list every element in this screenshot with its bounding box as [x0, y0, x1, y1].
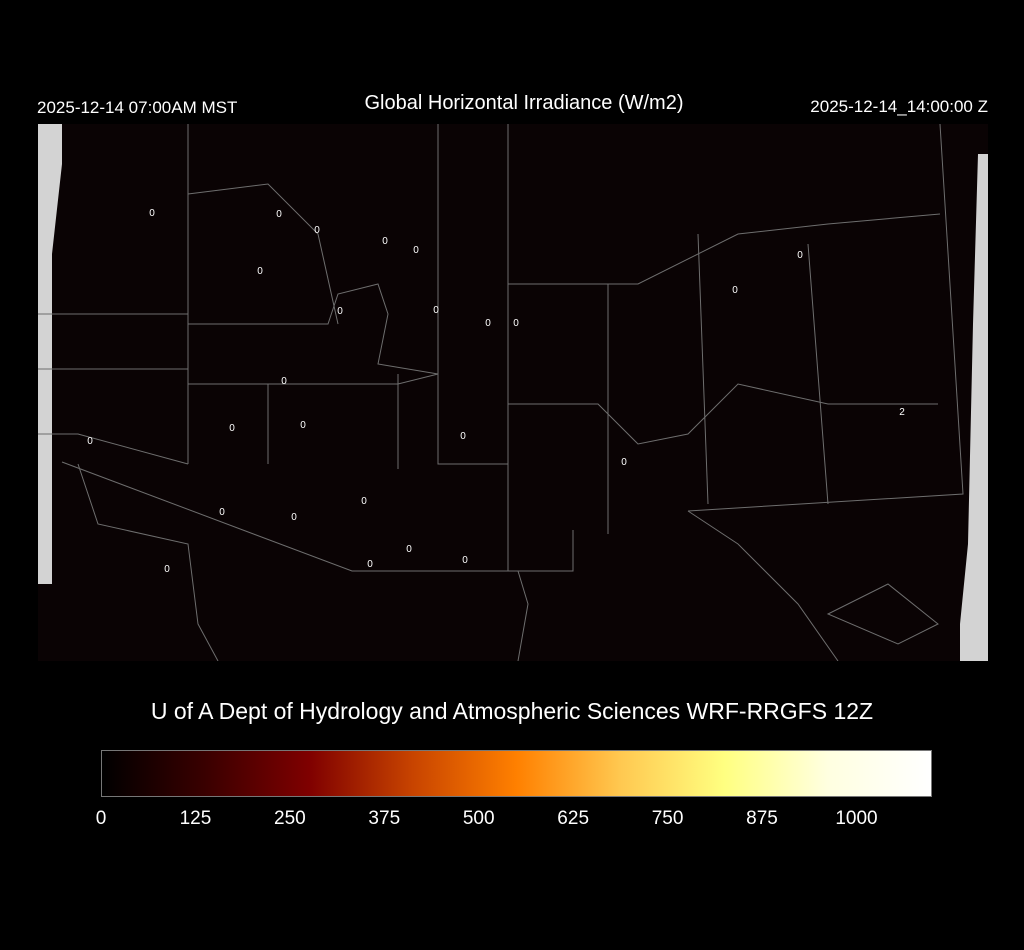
colorbar-tick: 250 [274, 808, 306, 829]
county-line [508, 213, 941, 285]
station-value: 0 [291, 512, 297, 523]
colorbar-tick: 375 [368, 808, 401, 829]
colorbar-tick: 500 [462, 808, 495, 829]
state-border [38, 433, 189, 465]
state-border [687, 124, 964, 512]
colorbar-tick: 750 [651, 808, 684, 829]
station-value: 0 [314, 225, 320, 236]
station-value: 2 [899, 407, 905, 418]
station-value: 0 [361, 496, 367, 507]
station-value: 0 [87, 436, 93, 447]
station-value: 0 [300, 420, 306, 431]
county-line [826, 583, 939, 645]
colorbar-tick: 875 [746, 808, 778, 829]
station-value: 0 [462, 555, 468, 566]
colorbar-tick: 1000 [835, 808, 878, 829]
credit-text: U of A Dept of Hydrology and Atmospheric… [150, 698, 874, 724]
station-value: 0 [276, 209, 282, 220]
colorbar-tick: 0 [95, 808, 107, 829]
county-line [607, 233, 829, 534]
station-value: 0 [337, 306, 343, 317]
local-time: 2025-12-14 07:00AM MST [37, 98, 238, 117]
station-value: 0 [219, 507, 225, 518]
station-value: 0 [413, 245, 419, 256]
station-value: 0 [433, 305, 439, 316]
station-value: 0 [164, 564, 170, 575]
state-border [77, 463, 219, 661]
station-value: 0 [621, 457, 627, 468]
station-value: 0 [229, 423, 235, 434]
station-value: 0 [367, 559, 373, 570]
map-background [38, 124, 988, 661]
station-value: 0 [460, 431, 466, 442]
station-value: 0 [382, 236, 388, 247]
county-line [188, 283, 439, 375]
county-line [267, 374, 399, 469]
station-value: 0 [257, 266, 263, 277]
state-border [517, 570, 529, 661]
county-line [187, 183, 339, 325]
station-value: 0 [149, 208, 155, 219]
colorbar-tick: 625 [557, 808, 590, 829]
state-border [61, 461, 574, 572]
county-line [508, 383, 938, 445]
station-value: 0 [732, 285, 738, 296]
county-line [38, 313, 188, 370]
state-border [437, 124, 508, 465]
irradiance-map: 0 0 0 0 0 0 0 0 0 0 0 0 0 0 0 0 0 0 2 0 0 0 0 0 0 0 [38, 124, 988, 661]
map-title: Global Horizontal Irradiance (W/m2) [364, 92, 684, 114]
utc-time: 2025-12-14_14:00:00 Z [810, 97, 988, 116]
state-border [687, 510, 839, 661]
nodata-right [960, 154, 988, 661]
station-value: 0 [513, 318, 519, 329]
station-value: 0 [406, 544, 412, 555]
station-value: 0 [485, 318, 491, 329]
colorbar [101, 750, 932, 797]
colorbar-tick: 125 [179, 808, 212, 829]
station-value: 0 [281, 376, 287, 387]
station-value: 0 [797, 250, 803, 261]
nodata-left [38, 124, 62, 584]
